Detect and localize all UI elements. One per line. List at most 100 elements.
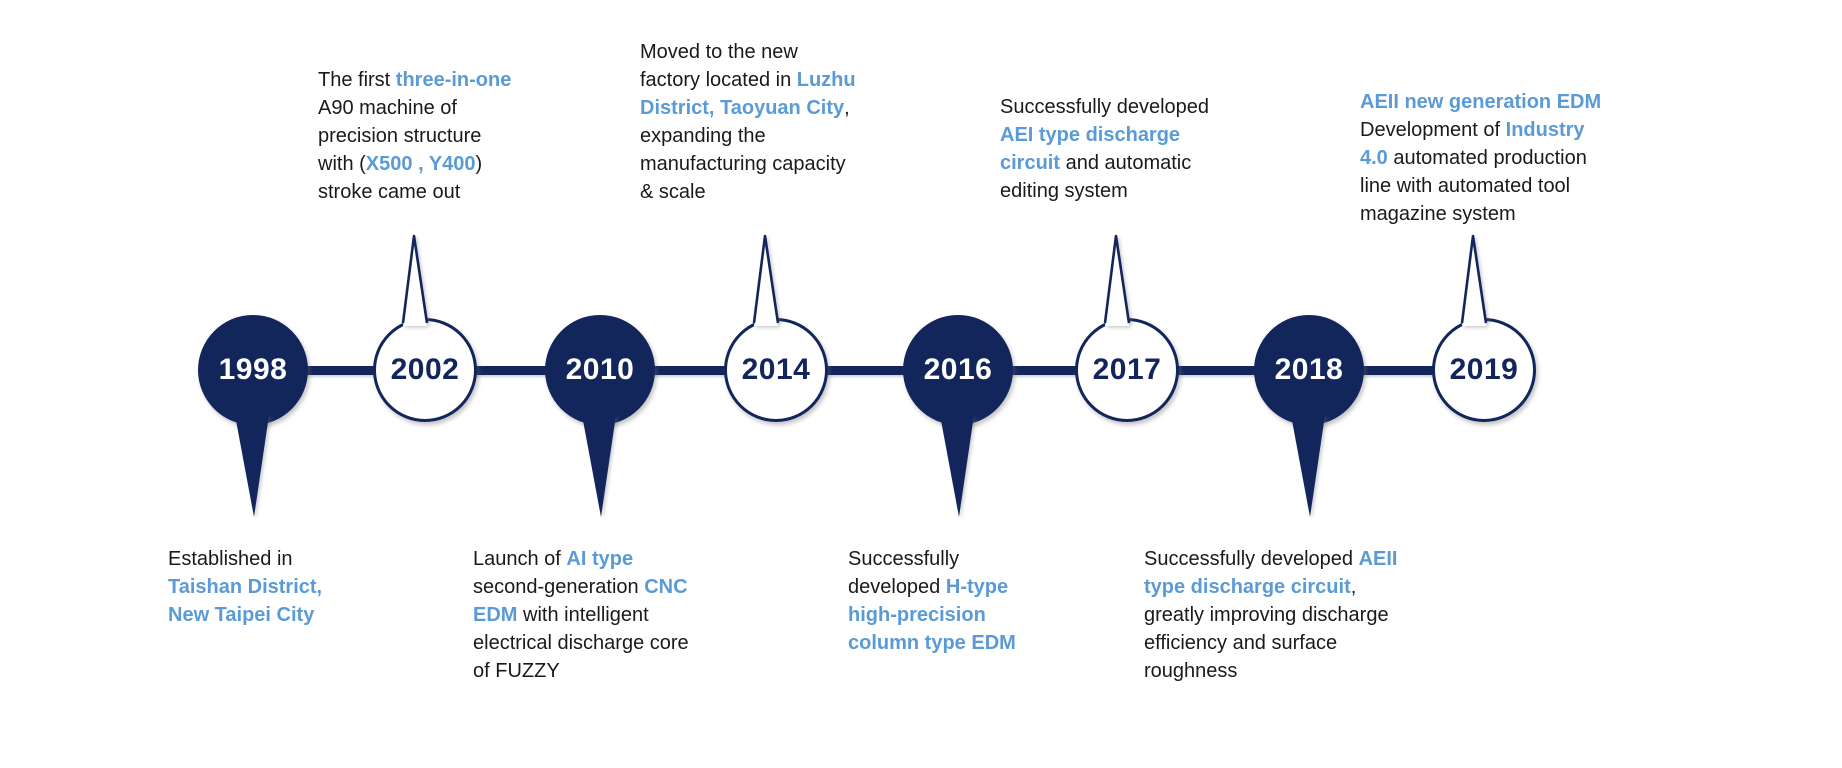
highlighted-text-segment: three-in-one	[395, 69, 512, 91]
year-label: 2017	[1092, 353, 1162, 386]
highlighted-text-segment: AI type	[566, 548, 634, 570]
year-label: 2019	[1449, 353, 1519, 386]
milestone-text-2017: Successfully developed AEI type discharge…	[1000, 93, 1209, 205]
highlighted-text-segment: District, Taoyuan City	[640, 97, 845, 119]
text-segment: Development of	[1360, 119, 1506, 141]
callout-tail-up-icon	[1460, 234, 1488, 326]
year-label: 2010	[565, 353, 635, 386]
text-segment: ,	[844, 97, 850, 119]
text-line: precision structure	[318, 122, 511, 150]
text-segment: second-generation	[473, 576, 645, 598]
text-segment: expanding the	[640, 125, 766, 147]
year-label: 1998	[218, 353, 288, 386]
highlighted-text-segment: type discharge circuit	[1144, 576, 1351, 598]
text-line: & scale	[640, 178, 856, 206]
text-segment: The first	[318, 69, 396, 91]
text-segment: )	[475, 153, 483, 175]
text-segment: with intelligent	[517, 604, 649, 626]
highlighted-text-segment: New Taipei City	[168, 604, 315, 626]
text-line: 4.0 automated production	[1360, 144, 1601, 172]
timeline-node-1998: 1998	[198, 315, 308, 425]
year-label: 2002	[390, 353, 460, 386]
highlighted-text-segment: column type EDM	[848, 632, 1016, 654]
milestone-text-1998: Established in Taishan District, New Taipe…	[168, 545, 322, 629]
timeline-node-2016: 2016	[903, 315, 1013, 425]
callout-tail-down-icon	[940, 415, 974, 517]
text-line: Development of Industry	[1360, 116, 1601, 144]
highlighted-text-segment: H-type	[945, 576, 1009, 598]
text-segment: & scale	[640, 181, 706, 203]
callout-tail-down-icon	[582, 415, 616, 517]
callout-tail-up-icon	[1103, 234, 1131, 326]
timeline-node-2019: 2019	[1432, 318, 1536, 422]
highlighted-text-segment: Luzhu	[796, 69, 856, 91]
text-segment: Established in	[168, 548, 293, 570]
text-segment: A90 machine of	[318, 97, 457, 119]
text-segment: precision structure	[318, 125, 482, 147]
text-line: editing system	[1000, 177, 1209, 205]
text-segment: Successfully	[848, 548, 960, 570]
text-line: AEI type discharge	[1000, 121, 1209, 149]
text-line: circuit and automatic	[1000, 149, 1209, 177]
text-line: The first three-in-one	[318, 66, 511, 94]
text-segment: greatly improving discharge	[1144, 604, 1389, 626]
highlighted-text-segment: AEI type discharge	[1000, 124, 1181, 146]
text-line: expanding the	[640, 122, 856, 150]
text-line: Taishan District,	[168, 573, 322, 601]
highlighted-text-segment: CNC	[644, 576, 688, 598]
text-line: efficiency and surface	[1144, 629, 1397, 657]
highlighted-text-segment: high-precision	[848, 604, 986, 626]
highlighted-text-segment: AEII new generation EDM	[1360, 91, 1602, 113]
text-segment: electrical discharge core	[473, 632, 689, 654]
text-segment: magazine system	[1360, 203, 1516, 225]
text-line: greatly improving discharge	[1144, 601, 1397, 629]
milestone-text-2014: Moved to the new factory located in Luzhu…	[640, 38, 856, 206]
text-segment: line with automated tool	[1360, 175, 1571, 197]
timeline-node-2002: 2002	[373, 318, 477, 422]
milestone-text-2019: AEII new generation EDM Development of In…	[1360, 88, 1601, 228]
highlighted-text-segment: Taishan District,	[168, 576, 323, 598]
highlighted-text-segment: 4.0	[1360, 147, 1388, 169]
text-segment: factory located in	[640, 69, 797, 91]
text-segment: with (	[318, 153, 366, 175]
timeline-node-2018: 2018	[1254, 315, 1364, 425]
milestone-text-2010: Launch of AI type second-generation CNC ED…	[473, 545, 689, 685]
milestone-text-2002: The first three-in-one A90 machine of prec…	[318, 66, 511, 206]
highlighted-text-segment: EDM	[473, 604, 518, 626]
text-segment: efficiency and surface	[1144, 632, 1338, 654]
callout-tail-up-icon	[752, 234, 780, 326]
timeline-node-2010: 2010	[545, 315, 655, 425]
highlighted-text-segment: circuit	[1000, 152, 1061, 174]
text-line: District, Taoyuan City,	[640, 94, 856, 122]
text-segment: and automatic	[1060, 152, 1192, 174]
highlighted-text-segment: X500 , Y400	[365, 153, 476, 175]
year-label: 2016	[923, 353, 993, 386]
year-label: 2014	[741, 353, 811, 386]
text-segment: roughness	[1144, 660, 1238, 682]
highlighted-text-segment: AEII	[1358, 548, 1398, 570]
text-segment: automated production	[1387, 147, 1587, 169]
text-line: Launch of AI type	[473, 545, 689, 573]
text-segment: Successfully developed	[1000, 96, 1210, 118]
text-line: column type EDM	[848, 629, 1016, 657]
text-line: A90 machine of	[318, 94, 511, 122]
text-segment: Launch of	[473, 548, 567, 570]
timeline-connector-line	[253, 366, 1484, 375]
text-line: Moved to the new	[640, 38, 856, 66]
text-segment: of FUZZY	[473, 660, 560, 682]
text-line: manufacturing capacity	[640, 150, 856, 178]
text-line: Established in	[168, 545, 322, 573]
milestone-text-2018: Successfully developed AEII type discharg…	[1144, 545, 1397, 685]
text-line: roughness	[1144, 657, 1397, 685]
text-line: stroke came out	[318, 178, 511, 206]
text-line: Successfully developed AEII	[1144, 545, 1397, 573]
text-line: Successfully developed	[1000, 93, 1209, 121]
callout-tail-up-icon	[401, 234, 429, 326]
text-line: of FUZZY	[473, 657, 689, 685]
text-segment: Moved to the new	[640, 41, 798, 63]
text-line: electrical discharge core	[473, 629, 689, 657]
text-segment: developed	[848, 576, 946, 598]
callout-tail-down-icon	[1291, 415, 1325, 517]
text-line: type discharge circuit,	[1144, 573, 1397, 601]
